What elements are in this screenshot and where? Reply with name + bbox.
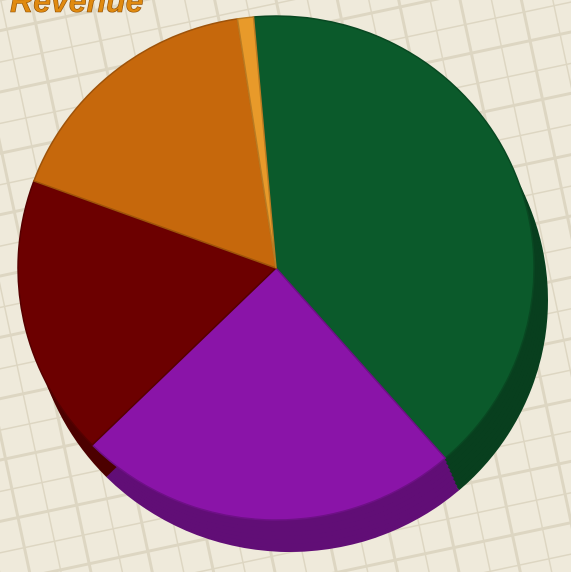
- chart-title: Revenue: [10, 0, 143, 19]
- slice: [32, 17, 277, 270]
- slice: [236, 16, 277, 269]
- slice: [17, 180, 278, 446]
- slice: [91, 266, 447, 521]
- slice: [252, 15, 535, 460]
- pie: [17, 15, 549, 552]
